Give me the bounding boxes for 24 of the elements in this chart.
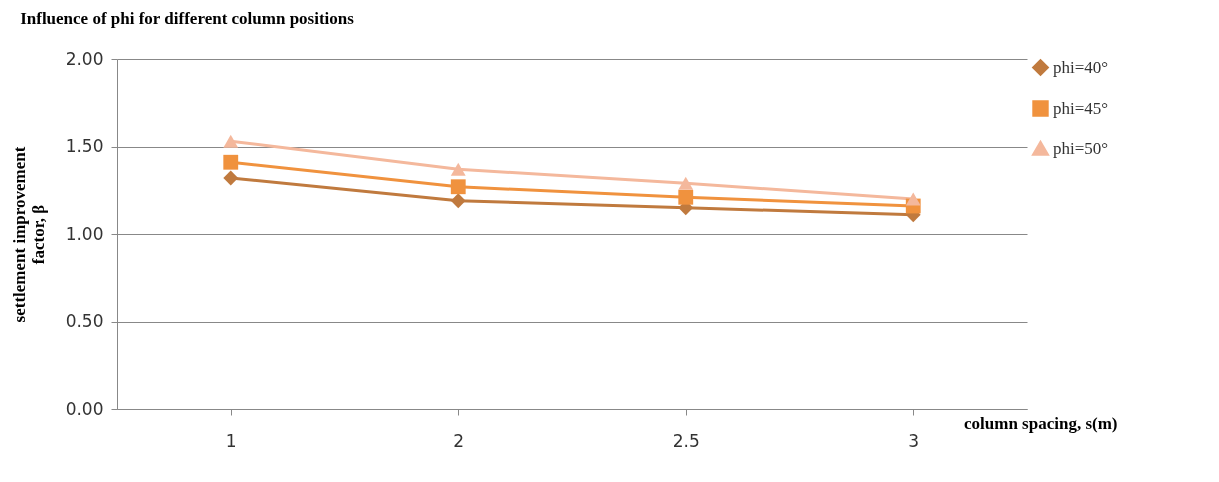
- point: [678, 189, 694, 205]
- x-tick-label: 3: [908, 430, 920, 451]
- legend-label: phi=50°: [1053, 138, 1109, 158]
- point: [450, 193, 466, 209]
- point: [450, 162, 466, 176]
- legend-label: phi=45°: [1053, 98, 1109, 118]
- x-tick-label: 2: [453, 430, 465, 451]
- x-tick-label: 2.5: [672, 430, 700, 451]
- y-tick-label: 1.00: [65, 223, 104, 244]
- legend-label: phi=40°: [1053, 57, 1109, 77]
- y-tick-label: 0.00: [65, 398, 104, 419]
- x-tick-label: 1: [225, 430, 237, 451]
- point: [223, 154, 239, 170]
- x-axis-title: column spacing, s(m): [964, 413, 1118, 433]
- point: [223, 134, 239, 148]
- y-tick-label: 2.00: [65, 48, 104, 69]
- point: [905, 192, 921, 206]
- y-axis-title: settlement improvement factor, β: [9, 146, 48, 323]
- chart-title: Influence of phi for different column positions: [20, 9, 355, 28]
- y-tick-label: 1.50: [65, 136, 104, 156]
- point: [450, 179, 466, 195]
- point: [223, 170, 239, 186]
- y-tick-label: 0.50: [65, 311, 104, 331]
- point: [678, 176, 694, 190]
